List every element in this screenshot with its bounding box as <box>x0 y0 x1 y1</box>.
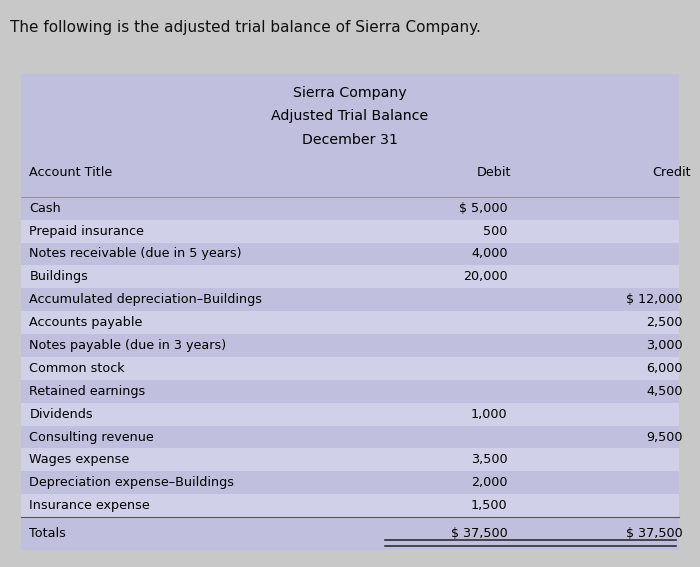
FancyBboxPatch shape <box>21 288 679 311</box>
Text: 4,000: 4,000 <box>471 247 508 260</box>
Text: Depreciation expense–Buildings: Depreciation expense–Buildings <box>29 476 235 489</box>
Text: Retained earnings: Retained earnings <box>29 385 146 397</box>
Text: 3,000: 3,000 <box>646 339 682 352</box>
Text: Credit: Credit <box>652 166 692 179</box>
FancyBboxPatch shape <box>21 380 679 403</box>
FancyBboxPatch shape <box>21 74 679 550</box>
Text: Prepaid insurance: Prepaid insurance <box>29 225 144 238</box>
Text: Common stock: Common stock <box>29 362 125 375</box>
Text: $ 37,500: $ 37,500 <box>626 527 682 540</box>
FancyBboxPatch shape <box>21 311 679 334</box>
Text: 20,000: 20,000 <box>463 270 508 284</box>
FancyBboxPatch shape <box>21 265 679 288</box>
Text: Cash: Cash <box>29 202 61 215</box>
FancyBboxPatch shape <box>21 197 679 219</box>
Text: 1,000: 1,000 <box>471 408 508 421</box>
Text: Buildings: Buildings <box>29 270 88 284</box>
Text: December 31: December 31 <box>302 133 398 147</box>
Text: The following is the adjusted trial balance of Sierra Company.: The following is the adjusted trial bala… <box>10 20 482 35</box>
FancyBboxPatch shape <box>21 426 679 448</box>
FancyBboxPatch shape <box>21 403 679 426</box>
Text: Accounts payable: Accounts payable <box>29 316 143 329</box>
Text: $ 37,500: $ 37,500 <box>451 527 508 540</box>
Text: 500: 500 <box>483 225 507 238</box>
Text: 3,500: 3,500 <box>471 454 508 467</box>
Text: $ 5,000: $ 5,000 <box>459 202 508 215</box>
Text: 6,000: 6,000 <box>646 362 682 375</box>
Text: Accumulated depreciation–Buildings: Accumulated depreciation–Buildings <box>29 293 262 306</box>
Text: Insurance expense: Insurance expense <box>29 499 150 512</box>
FancyBboxPatch shape <box>21 517 679 550</box>
Text: 2,500: 2,500 <box>646 316 682 329</box>
FancyBboxPatch shape <box>21 357 679 380</box>
Text: Sierra Company: Sierra Company <box>293 86 407 100</box>
Text: $ 12,000: $ 12,000 <box>626 293 682 306</box>
Text: Totals: Totals <box>29 527 66 540</box>
FancyBboxPatch shape <box>21 471 679 494</box>
FancyBboxPatch shape <box>21 219 679 243</box>
FancyBboxPatch shape <box>21 494 679 517</box>
Text: 1,500: 1,500 <box>471 499 508 512</box>
Text: 9,500: 9,500 <box>646 430 682 443</box>
Text: Debit: Debit <box>476 166 511 179</box>
FancyBboxPatch shape <box>21 448 679 471</box>
Text: Account Title: Account Title <box>29 166 113 179</box>
Text: Consulting revenue: Consulting revenue <box>29 430 154 443</box>
Text: Notes payable (due in 3 years): Notes payable (due in 3 years) <box>29 339 227 352</box>
Text: 2,000: 2,000 <box>471 476 508 489</box>
Text: Adjusted Trial Balance: Adjusted Trial Balance <box>272 109 428 123</box>
FancyBboxPatch shape <box>21 334 679 357</box>
Text: Wages expense: Wages expense <box>29 454 130 467</box>
FancyBboxPatch shape <box>21 74 679 162</box>
Text: 4,500: 4,500 <box>646 385 682 397</box>
FancyBboxPatch shape <box>21 243 679 265</box>
Text: Notes receivable (due in 5 years): Notes receivable (due in 5 years) <box>29 247 242 260</box>
Text: Dividends: Dividends <box>29 408 93 421</box>
